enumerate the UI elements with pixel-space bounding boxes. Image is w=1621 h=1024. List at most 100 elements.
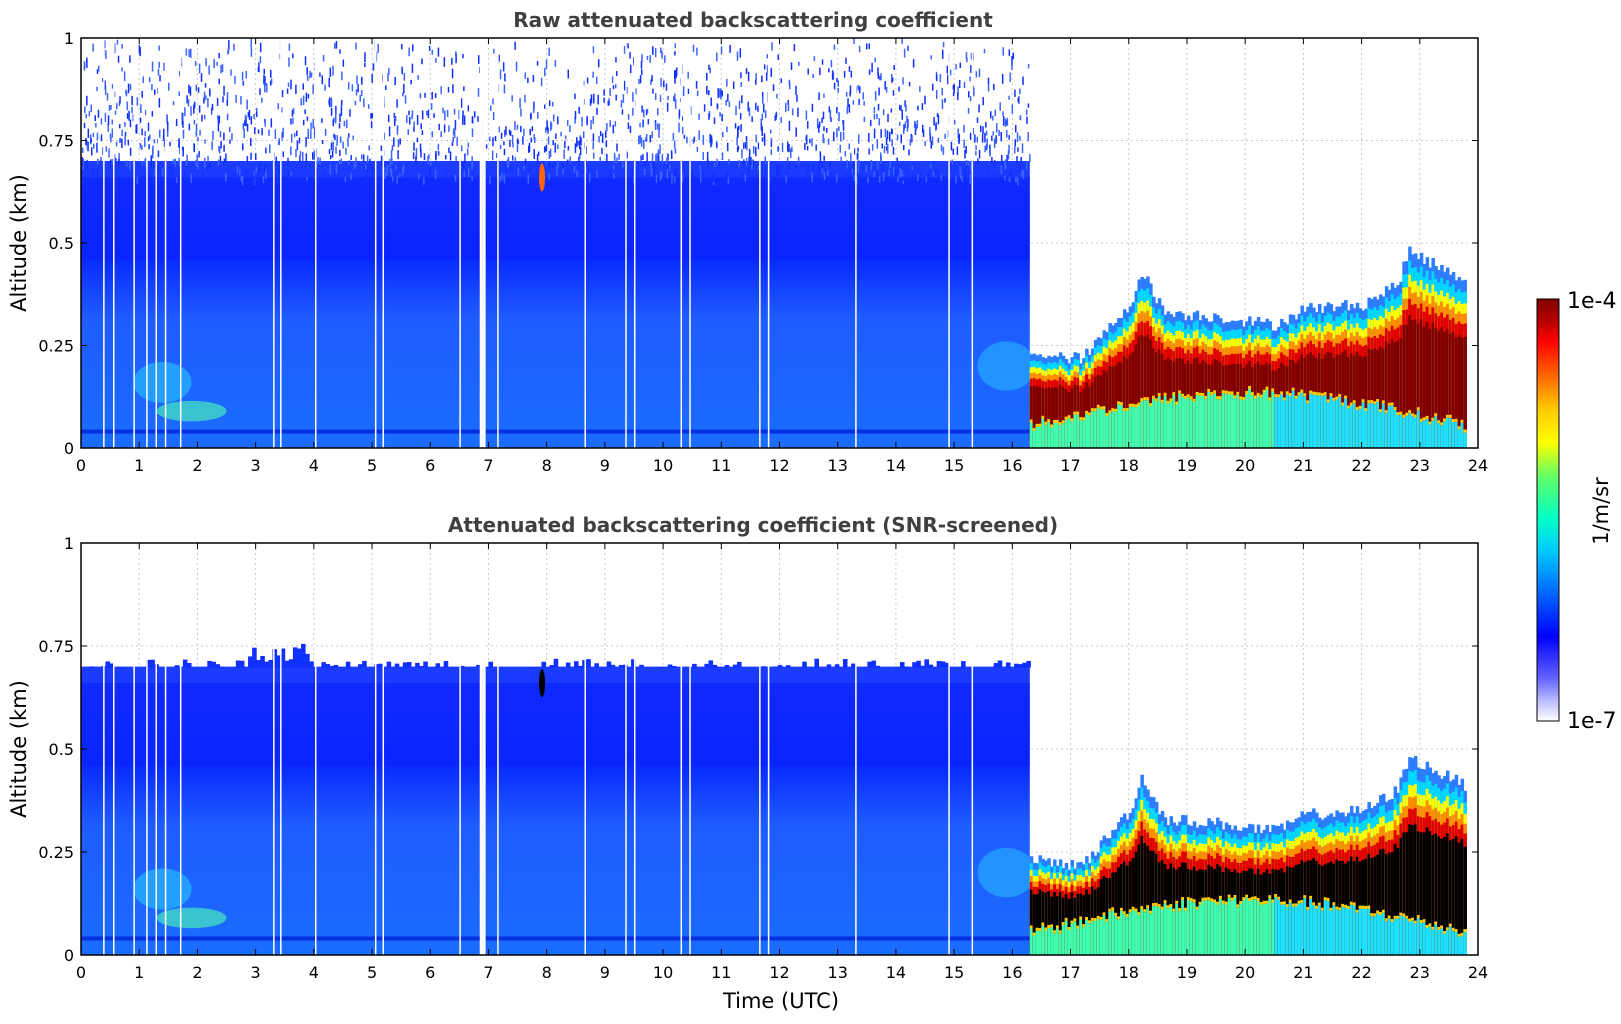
- noise-point: [632, 108, 634, 116]
- noise-point: [512, 155, 514, 160]
- noise-point: [97, 164, 99, 174]
- noise-point: [321, 118, 323, 123]
- noise-point: [773, 84, 775, 91]
- noise-point: [199, 105, 201, 112]
- bl-surface-edge: [1463, 430, 1467, 433]
- noise-point: [616, 157, 618, 163]
- noise-point: [452, 84, 454, 93]
- noise-point: [448, 87, 450, 92]
- noise-point: [455, 54, 457, 64]
- noise-point: [528, 146, 530, 153]
- noise-point: [857, 148, 859, 152]
- plume-blob: [133, 362, 191, 403]
- noise-point: [93, 144, 95, 149]
- noise-point: [687, 175, 689, 184]
- edge-cell: [961, 661, 966, 668]
- noise-point: [788, 104, 790, 111]
- noise-point: [746, 142, 748, 151]
- noise-point: [811, 172, 813, 182]
- noise-point: [684, 135, 686, 139]
- noise-point: [149, 77, 151, 82]
- noise-point: [984, 146, 986, 152]
- gap-stripe: [681, 642, 683, 955]
- noise-point: [401, 44, 403, 49]
- noise-point: [849, 91, 851, 96]
- noise-point: [151, 160, 153, 168]
- noise-point: [218, 160, 220, 166]
- x-tick-label: 0: [76, 456, 86, 475]
- noise-point: [198, 151, 200, 157]
- noise-point: [920, 171, 922, 176]
- noise-point: [1014, 146, 1016, 153]
- panel-title-raw: Raw attenuated backscattering coefficien…: [513, 8, 993, 32]
- noise-point: [722, 132, 724, 138]
- noise-point: [728, 177, 730, 183]
- noise-point: [503, 141, 505, 145]
- noise-point: [555, 133, 557, 139]
- noise-point: [564, 141, 566, 148]
- x-tick-label: 15: [944, 963, 964, 982]
- noise-point: [141, 145, 143, 150]
- edge-cell: [607, 662, 612, 668]
- noise-point: [196, 155, 198, 161]
- noise-point: [807, 146, 809, 151]
- noise-point: [406, 115, 408, 123]
- noise-point: [822, 162, 824, 167]
- noise-point: [499, 176, 501, 182]
- noise-point: [379, 174, 381, 182]
- noise-point: [660, 172, 662, 181]
- noise-point: [806, 135, 808, 145]
- edge-cell: [843, 659, 848, 668]
- noise-point: [218, 53, 220, 58]
- noise-point: [1026, 162, 1028, 170]
- gap-stripe: [273, 642, 275, 955]
- noise-point: [507, 159, 509, 167]
- edge-cell: [774, 666, 779, 667]
- noise-point: [554, 143, 556, 153]
- noise-point: [924, 141, 926, 146]
- noise-point: [373, 63, 375, 70]
- noise-point: [183, 130, 185, 139]
- noise-point: [519, 98, 521, 108]
- noise-point: [492, 98, 494, 104]
- noise-point: [246, 100, 248, 110]
- noise-point: [849, 66, 851, 72]
- noise-point: [961, 176, 963, 182]
- noise-point: [444, 124, 446, 132]
- noise-point: [646, 176, 648, 181]
- noise-point: [552, 102, 554, 106]
- noise-point: [472, 170, 474, 177]
- edge-cell: [725, 665, 730, 668]
- noise-point: [964, 82, 966, 88]
- noise-point: [623, 94, 625, 103]
- gap-stripe: [948, 38, 950, 448]
- noise-point: [755, 103, 757, 110]
- noise-point: [884, 81, 886, 90]
- gap-stripe: [625, 642, 627, 955]
- noise-point: [905, 122, 907, 129]
- noise-point: [606, 123, 608, 131]
- noise-point: [896, 169, 898, 177]
- noise-point: [838, 112, 840, 121]
- noise-point: [615, 95, 617, 101]
- noise-point: [641, 105, 643, 112]
- noise-point: [341, 72, 343, 81]
- x-tick-label: 16: [1002, 963, 1022, 982]
- edge-cell: [268, 660, 273, 668]
- noise-point: [154, 139, 156, 143]
- noise-point: [420, 149, 422, 157]
- noise-point: [651, 75, 653, 82]
- noise-point: [776, 172, 778, 178]
- noise-point: [935, 124, 937, 131]
- edge-cell: [733, 665, 738, 668]
- noise-point: [121, 130, 123, 136]
- gap-stripe: [103, 38, 105, 448]
- noise-point: [706, 73, 708, 81]
- gap-stripe: [165, 642, 167, 955]
- edge-cell: [578, 666, 583, 668]
- noise-point: [255, 153, 256, 160]
- edge-cell: [554, 659, 559, 668]
- noise-point: [512, 135, 514, 144]
- noise-point: [260, 162, 262, 170]
- noise-point: [509, 140, 511, 147]
